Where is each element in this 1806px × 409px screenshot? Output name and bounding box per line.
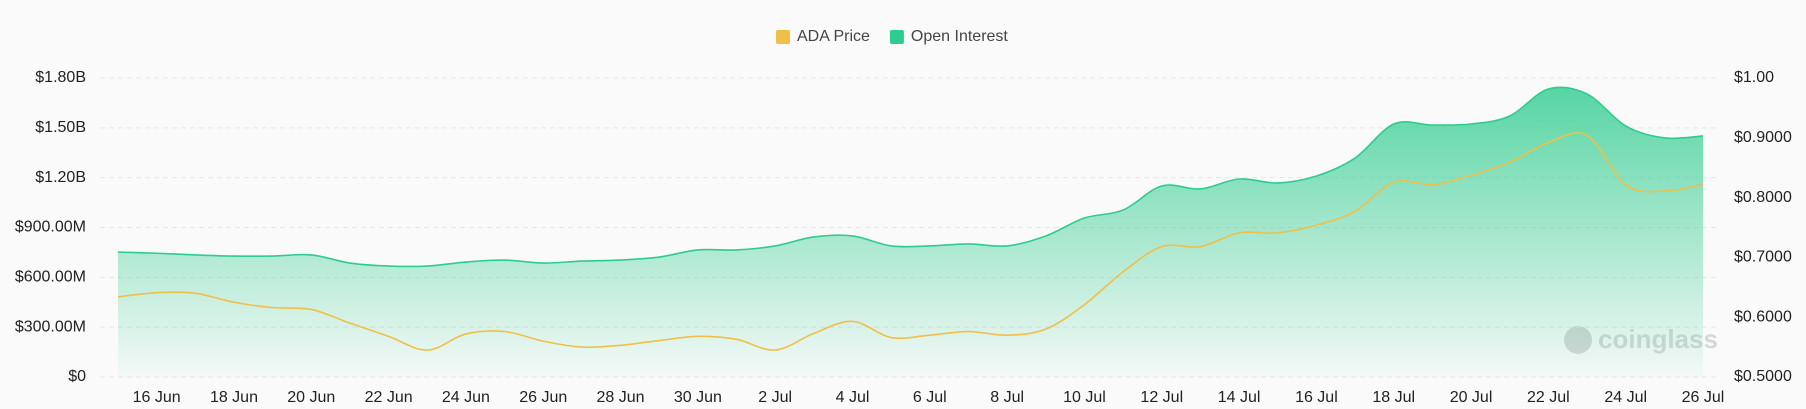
x-tick-label: 18 Jun xyxy=(210,389,258,406)
line xyxy=(117,86,1704,268)
x-tick-label: 24 Jun xyxy=(442,389,490,406)
x-tick-label: 6 Jul xyxy=(913,389,947,406)
y2-tick-label: $0.6000 xyxy=(1734,308,1792,325)
y-tick-label: $600.00M xyxy=(15,269,86,286)
x-tick-label: 18 Jul xyxy=(1372,389,1415,406)
y-tick-label: $900.00M xyxy=(15,219,86,236)
x-tick-label: 14 Jul xyxy=(1218,389,1261,406)
y2-tick-label: $0.9000 xyxy=(1734,129,1792,146)
x-tick-label: 30 Jun xyxy=(674,389,722,406)
x-tick-label: 22 Jun xyxy=(365,389,413,406)
x-tick-label: 16 Jul xyxy=(1295,389,1338,406)
x-tick-label: 4 Jul xyxy=(836,389,870,406)
y-tick-label: $1.80B xyxy=(35,69,86,86)
legend-swatch xyxy=(776,30,790,44)
legend: ADA Price Open Interest xyxy=(776,28,1008,45)
x-tick-label: 28 Jun xyxy=(597,389,645,406)
y-tick-label: $300.00M xyxy=(15,318,86,335)
x-tick-label: 2 Jul xyxy=(758,389,792,406)
x-tick-label: 20 Jun xyxy=(287,389,335,406)
x-tick-label: 26 Jun xyxy=(519,389,567,406)
x-tick-label: 20 Jul xyxy=(1450,389,1493,406)
x-tick-label: 12 Jul xyxy=(1140,389,1183,406)
area xyxy=(118,87,1703,377)
y-tick-label: $0 xyxy=(68,368,86,385)
x-tick-label: 8 Jul xyxy=(990,389,1024,406)
y2-tick-label: $0.7000 xyxy=(1734,249,1792,266)
y-tick-label: $1.20B xyxy=(35,169,86,186)
x-tick-label: 16 Jun xyxy=(133,389,181,406)
legend-swatch xyxy=(889,30,904,44)
line xyxy=(117,132,1704,351)
y-tick-label: $1.50B xyxy=(35,119,86,136)
x-tick-label: 10 Jul xyxy=(1063,389,1106,406)
y2-tick-label: $1.00 xyxy=(1734,69,1774,86)
x-tick-label: 26 Jul xyxy=(1682,389,1725,406)
x-tick-label: 24 Jul xyxy=(1604,389,1647,406)
legend-label: Open Interest xyxy=(911,28,1009,45)
y2-tick-label: $0.8000 xyxy=(1734,189,1792,206)
legend-label: ADA Price xyxy=(797,28,870,45)
x-tick-label: 22 Jul xyxy=(1527,389,1570,406)
y2-tick-label: $0.5000 xyxy=(1734,368,1792,385)
